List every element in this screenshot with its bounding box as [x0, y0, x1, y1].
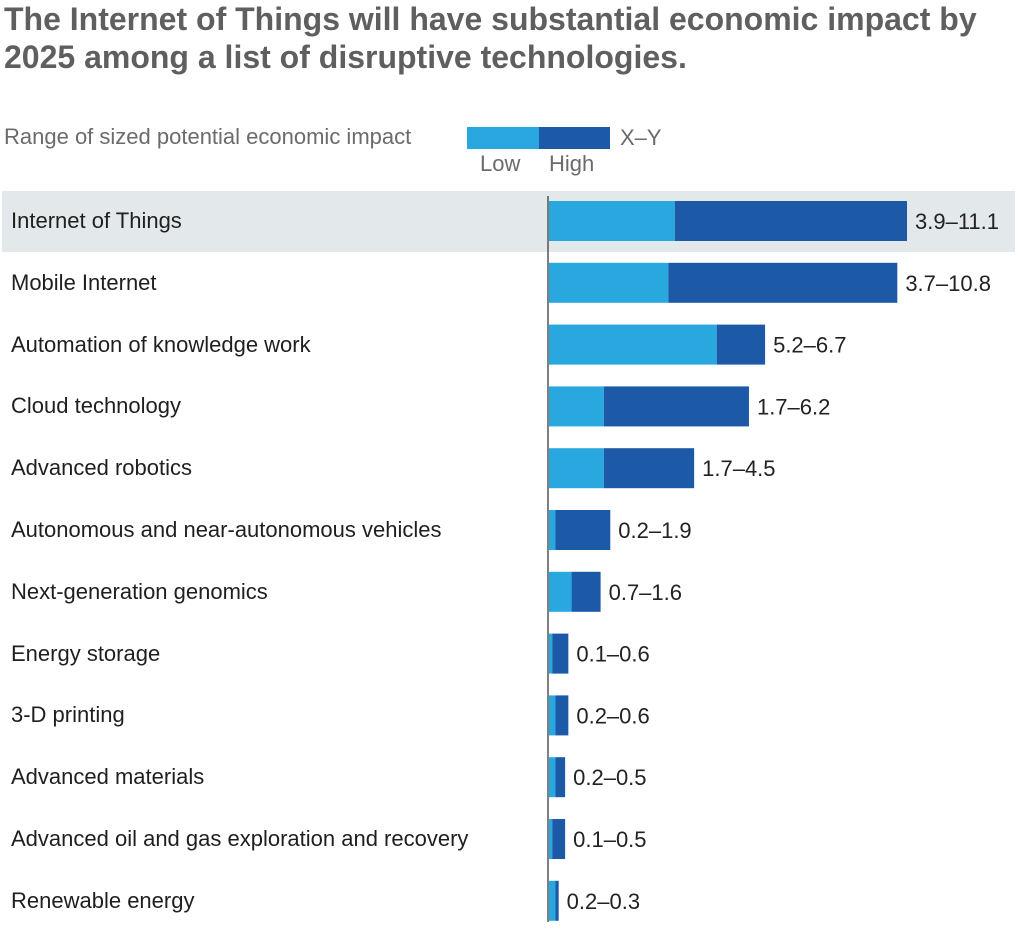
category-label-renewable-energy: Renewable energy [11, 887, 195, 913]
data-label-3-d-printing: 0.2–0.6 [576, 703, 649, 728]
bar-high-advanced-materials [555, 757, 566, 798]
category-label-advanced-oil-and-gas-exploration-and-recovery: Advanced oil and gas exploration and rec… [11, 826, 469, 851]
category-label-autonomous-and-near-autonomous-vehicles: Autonomous and near-autonomous vehicles [11, 517, 442, 542]
data-label-next-generation-genomics: 0.7–1.6 [609, 580, 682, 605]
bar-low-renewable-energy [549, 880, 556, 921]
bar-high-autonomous-and-near-autonomous-vehicles [555, 510, 611, 550]
legend-high-swatch [539, 127, 610, 149]
category-label-advanced-robotics: Advanced robotics [11, 455, 192, 481]
data-label-advanced-robotics: 1.7–4.5 [702, 456, 775, 481]
bar-high-cloud-technology [603, 386, 749, 427]
bar-high-automation-of-knowledge-work [716, 324, 766, 365]
bar-high-energy-storage [552, 633, 569, 674]
data-label-cloud-technology: 1.7–6.2 [757, 394, 830, 419]
category-label-3-d-printing: 3-D printing [11, 702, 125, 728]
bar-low-mobile-internet [549, 262, 669, 303]
bar-high-next-generation-genomics [571, 571, 601, 612]
bar-high-advanced-oil-and-gas-exploration-and-recovery [552, 819, 566, 859]
legend-low-label: Low [480, 151, 521, 176]
legend-label: Range of sized potential economic impact [4, 124, 412, 149]
bar-low-advanced-materials [549, 757, 556, 798]
bar-high-renewable-energy [555, 880, 559, 921]
category-label-automation-of-knowledge-work: Automation of knowledge work [11, 331, 311, 357]
bar-high-3-d-printing [555, 695, 569, 736]
category-label-internet-of-things: Internet of Things [11, 208, 182, 233]
data-label-energy-storage: 0.1–0.6 [576, 642, 649, 667]
chart-title: The Internet of Things will have substan… [4, 1, 977, 75]
bar-high-mobile-internet [668, 262, 898, 303]
category-label-mobile-internet: Mobile Internet [11, 269, 157, 295]
bar-low-next-generation-genomics [549, 571, 572, 612]
category-label-cloud-technology: Cloud technology [11, 393, 182, 419]
category-label-advanced-materials: Advanced materials [11, 764, 205, 790]
legend-low-swatch [467, 127, 539, 149]
bar-low-automation-of-knowledge-work [549, 324, 717, 365]
legend-high-label: High [549, 151, 595, 176]
bar-low-advanced-oil-and-gas-exploration-and-recovery [549, 819, 553, 859]
legend-range-label: X–Y [620, 125, 662, 150]
bar-low-3-d-printing [549, 695, 556, 736]
data-label-internet-of-things: 3.9–11.1 [915, 209, 999, 234]
data-label-autonomous-and-near-autonomous-vehicles: 0.2–1.9 [618, 518, 691, 543]
bar-high-advanced-robotics [603, 448, 695, 489]
data-label-advanced-materials: 0.2–0.5 [573, 765, 646, 790]
bar-low-internet-of-things [549, 201, 675, 241]
bar-low-cloud-technology [549, 386, 604, 427]
data-label-renewable-energy: 0.2–0.3 [567, 889, 640, 914]
data-label-advanced-oil-and-gas-exploration-and-recovery: 0.1–0.5 [573, 827, 646, 852]
bar-low-energy-storage [549, 633, 553, 674]
data-label-mobile-internet: 3.7–10.8 [905, 271, 991, 296]
bar-low-autonomous-and-near-autonomous-vehicles [549, 510, 556, 550]
bar-high-internet-of-things [674, 201, 907, 241]
bar-low-advanced-robotics [549, 448, 604, 489]
data-label-automation-of-knowledge-work: 5.2–6.7 [773, 333, 846, 358]
category-label-energy-storage: Energy storage [11, 640, 161, 666]
category-label-next-generation-genomics: Next-generation genomics [11, 578, 268, 604]
